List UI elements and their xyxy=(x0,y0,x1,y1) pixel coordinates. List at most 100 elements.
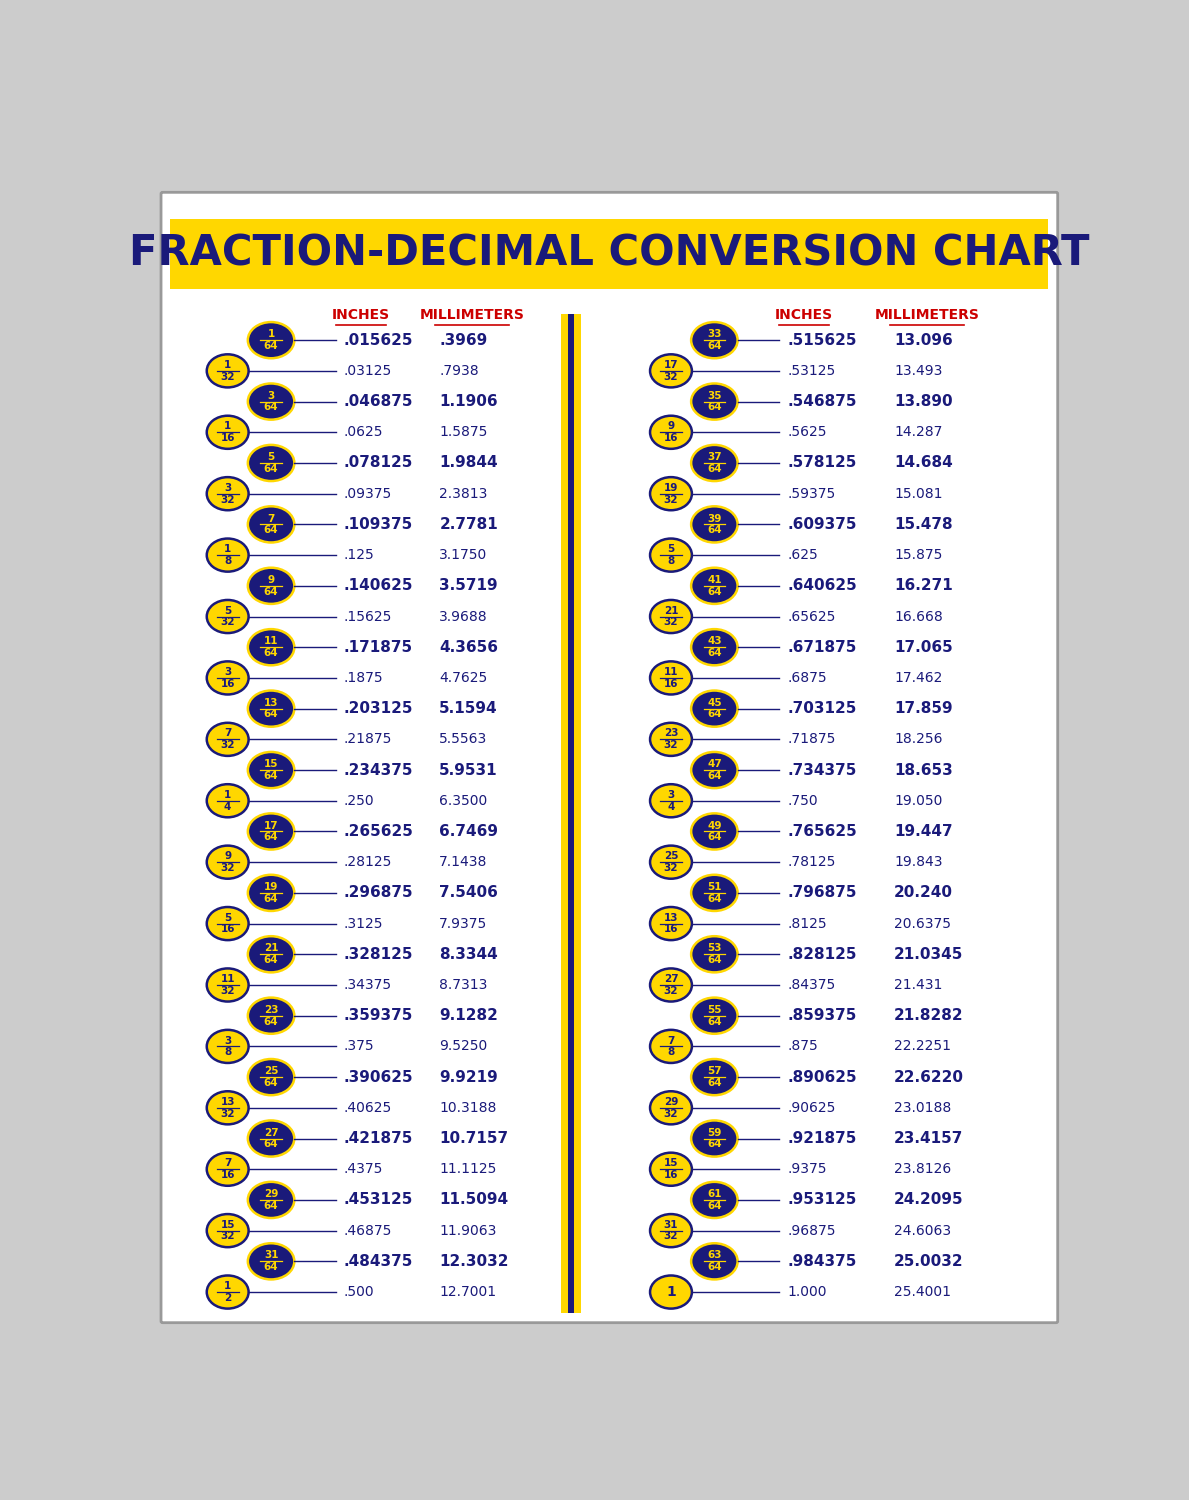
Text: 16.271: 16.271 xyxy=(894,579,952,594)
Text: 23.0188: 23.0188 xyxy=(894,1101,951,1114)
Text: 33: 33 xyxy=(707,330,722,339)
Text: .984375: .984375 xyxy=(787,1254,856,1269)
Text: 64: 64 xyxy=(707,894,722,903)
Text: 2.7781: 2.7781 xyxy=(439,518,498,532)
Text: 24.2095: 24.2095 xyxy=(894,1192,964,1208)
Text: .40625: .40625 xyxy=(344,1101,392,1114)
Text: 32: 32 xyxy=(220,986,235,996)
Text: 31: 31 xyxy=(663,1220,678,1230)
Ellipse shape xyxy=(207,1092,249,1125)
Text: 37: 37 xyxy=(707,452,722,462)
Text: .0625: .0625 xyxy=(344,426,383,439)
Text: .203125: .203125 xyxy=(344,700,414,715)
Text: 64: 64 xyxy=(264,648,278,658)
Text: .453125: .453125 xyxy=(344,1192,414,1208)
Ellipse shape xyxy=(247,1120,295,1156)
Text: 23: 23 xyxy=(663,729,678,738)
Ellipse shape xyxy=(650,662,692,694)
Ellipse shape xyxy=(247,998,295,1033)
Text: INCHES: INCHES xyxy=(332,308,390,322)
Text: 32: 32 xyxy=(220,1108,235,1119)
Ellipse shape xyxy=(650,908,692,940)
Text: 32: 32 xyxy=(220,1232,235,1242)
Ellipse shape xyxy=(691,1120,737,1156)
Text: 13.096: 13.096 xyxy=(894,333,952,348)
Text: 21.0345: 21.0345 xyxy=(894,946,963,962)
Text: 29: 29 xyxy=(264,1190,278,1198)
Text: INCHES: INCHES xyxy=(775,308,833,322)
Text: 64: 64 xyxy=(264,525,278,536)
Text: .28125: .28125 xyxy=(344,855,392,868)
Text: 32: 32 xyxy=(220,495,235,504)
Text: 64: 64 xyxy=(707,1140,722,1149)
Text: 64: 64 xyxy=(264,956,278,964)
Ellipse shape xyxy=(247,690,295,726)
Text: 64: 64 xyxy=(264,586,278,597)
Text: 5.5563: 5.5563 xyxy=(439,732,487,747)
Text: .34375: .34375 xyxy=(344,978,392,992)
Text: 17: 17 xyxy=(663,360,678,370)
Text: .703125: .703125 xyxy=(787,700,856,715)
Text: 13: 13 xyxy=(264,698,278,708)
Text: 8: 8 xyxy=(224,1047,232,1058)
Text: 64: 64 xyxy=(707,402,722,412)
Text: 16: 16 xyxy=(220,680,235,688)
Ellipse shape xyxy=(650,354,692,387)
Text: 11: 11 xyxy=(220,974,235,984)
Text: 11.1125: 11.1125 xyxy=(439,1162,497,1176)
Text: .109375: .109375 xyxy=(344,518,413,532)
Text: 15.081: 15.081 xyxy=(894,486,943,501)
Text: 3: 3 xyxy=(224,668,232,676)
Ellipse shape xyxy=(207,1214,249,1246)
Text: .484375: .484375 xyxy=(344,1254,414,1269)
Text: 21: 21 xyxy=(264,944,278,954)
Ellipse shape xyxy=(247,1182,295,1218)
Ellipse shape xyxy=(207,416,249,448)
Text: 1: 1 xyxy=(224,422,232,432)
Text: 4.7625: 4.7625 xyxy=(439,670,487,686)
Text: 16: 16 xyxy=(663,433,678,442)
Text: 32: 32 xyxy=(663,372,678,381)
Text: 1: 1 xyxy=(666,1286,675,1299)
Text: 64: 64 xyxy=(707,586,722,597)
Ellipse shape xyxy=(247,628,295,666)
Ellipse shape xyxy=(650,600,692,633)
Ellipse shape xyxy=(207,538,249,572)
Ellipse shape xyxy=(691,1182,737,1218)
Ellipse shape xyxy=(650,416,692,448)
Text: .921875: .921875 xyxy=(787,1131,856,1146)
Text: .53125: .53125 xyxy=(787,364,836,378)
Ellipse shape xyxy=(207,969,249,1002)
Ellipse shape xyxy=(247,446,295,482)
Text: .546875: .546875 xyxy=(787,394,857,410)
Text: .671875: .671875 xyxy=(787,639,856,654)
Text: 41: 41 xyxy=(707,574,722,585)
Text: .359375: .359375 xyxy=(344,1008,414,1023)
Text: 7: 7 xyxy=(224,729,232,738)
Text: 1: 1 xyxy=(224,360,232,370)
Text: 8.3344: 8.3344 xyxy=(439,946,498,962)
Text: 64: 64 xyxy=(707,340,722,351)
Ellipse shape xyxy=(691,507,737,543)
Text: 9: 9 xyxy=(268,574,275,585)
Text: 7: 7 xyxy=(268,513,275,523)
Text: 64: 64 xyxy=(264,710,278,720)
Text: 32: 32 xyxy=(663,495,678,504)
Text: 17: 17 xyxy=(264,821,278,831)
Text: .890625: .890625 xyxy=(787,1070,857,1084)
Text: .09375: .09375 xyxy=(344,486,392,501)
Text: 32: 32 xyxy=(220,740,235,750)
Ellipse shape xyxy=(650,969,692,1002)
Text: 64: 64 xyxy=(264,1078,278,1088)
Ellipse shape xyxy=(691,384,737,420)
Text: .609375: .609375 xyxy=(787,518,857,532)
Text: 21.8282: 21.8282 xyxy=(894,1008,964,1023)
Text: 2: 2 xyxy=(224,1293,232,1304)
Text: 13.890: 13.890 xyxy=(894,394,952,410)
Text: 3.9688: 3.9688 xyxy=(439,609,487,624)
Text: .3969: .3969 xyxy=(439,333,487,348)
Text: 19.843: 19.843 xyxy=(894,855,943,868)
Text: 8.7313: 8.7313 xyxy=(439,978,487,992)
Ellipse shape xyxy=(691,690,737,726)
Text: 32: 32 xyxy=(663,1232,678,1242)
